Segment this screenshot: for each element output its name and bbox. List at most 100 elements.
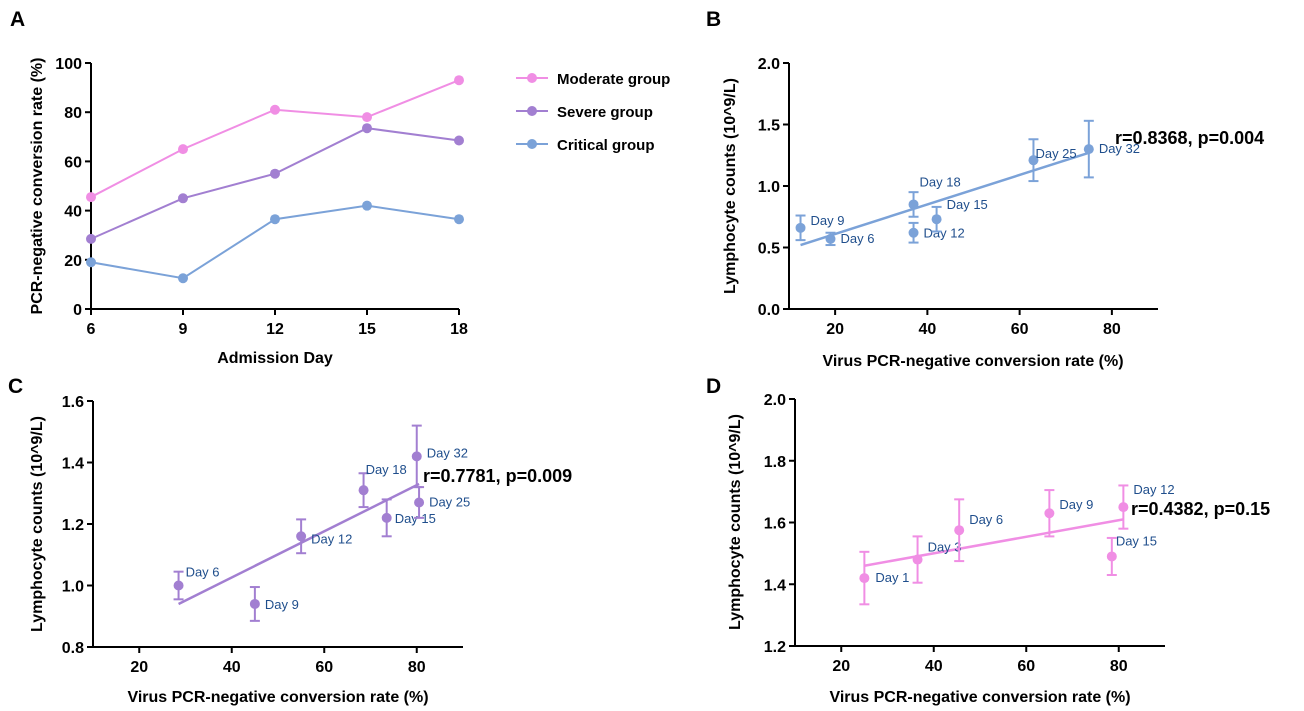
y-tick-label: 40: [64, 204, 82, 221]
point-label: Day 15: [1116, 533, 1157, 548]
data-point: [270, 104, 280, 115]
data-point: [1106, 551, 1117, 562]
x-tick-label: 9: [179, 321, 188, 338]
y-tick-label: 0: [73, 302, 82, 319]
y-tick-label: 1.2: [62, 517, 84, 534]
y-tick-label: 0.5: [758, 241, 780, 258]
data-point: [86, 233, 96, 244]
data-point: [178, 144, 188, 155]
point-label: Day 3: [928, 540, 962, 555]
data-point: [178, 193, 188, 204]
data-point: [296, 531, 307, 542]
y-tick-label: 80: [64, 105, 82, 122]
x-axis-label: Virus PCR-negative conversion rate (%): [127, 689, 428, 706]
x-axis-label: Virus PCR-negative conversion rate (%): [829, 689, 1130, 706]
x-tick-label: 60: [1017, 658, 1035, 675]
regression-line: [864, 518, 1124, 567]
data-point: [249, 598, 260, 609]
y-tick-label: 1.6: [62, 394, 84, 411]
point-label: Day 25: [429, 494, 470, 509]
data-point: [358, 485, 369, 496]
point-label: Day 32: [1099, 141, 1140, 156]
legend-marker: [527, 139, 537, 149]
data-point: [381, 512, 392, 523]
y-tick-label: 60: [64, 154, 82, 171]
data-point: [178, 273, 188, 284]
data-point: [954, 525, 965, 536]
correlation-annotation: r=0.8368, p=0.004: [1115, 128, 1264, 148]
y-tick-label: 1.0: [62, 579, 84, 596]
data-point: [454, 135, 464, 146]
correlation-annotation: r=0.4382, p=0.15: [1131, 499, 1270, 519]
data-point: [1083, 144, 1094, 155]
data-point: [414, 497, 425, 508]
point-label: Day 12: [924, 226, 965, 241]
point-label: Day 25: [1035, 146, 1076, 161]
regression-line: [178, 482, 420, 606]
panel-a-line-chart: 0 20 40 60 80 100 6 9 12 15 18 Admission Day PCR-neg…: [29, 56, 670, 367]
panel-d-scatter-chart: 1.2 1.4 1.6 1.8 2.0 20 40 60 80 Virus PCR-negativ…: [727, 392, 1270, 706]
y-tick-label: 1.6: [764, 516, 786, 533]
data-point: [86, 257, 96, 268]
point-label: Day 18: [366, 462, 407, 477]
data-point: [825, 233, 836, 244]
y-tick-label: 100: [55, 56, 82, 73]
data-point: [86, 192, 96, 203]
x-tick-label: 40: [918, 321, 936, 338]
legend-entry: Moderate group: [557, 71, 670, 88]
point-label: Day 18: [920, 174, 961, 189]
data-point: [454, 214, 464, 225]
point-label: Day 1: [875, 570, 909, 585]
data-point: [912, 554, 923, 565]
x-tick-label: 12: [266, 321, 284, 338]
x-tick-label: 80: [1103, 321, 1121, 338]
point-label: Day 32: [427, 445, 468, 460]
data-point: [173, 580, 184, 591]
point-label: Day 12: [1133, 482, 1174, 497]
x-tick-label: 80: [408, 659, 426, 676]
regression-line: [800, 151, 1090, 247]
point-label: Day 15: [947, 197, 988, 212]
data-point: [1044, 508, 1055, 519]
panel-c-scatter-chart: 0.8 1.0 1.2 1.4 1.6 20 40 60 80 Virus PCR-negativ…: [29, 394, 572, 706]
y-tick-label: 0.8: [62, 640, 84, 657]
x-tick-label: 20: [826, 321, 844, 338]
data-point: [270, 214, 280, 225]
data-point: [859, 573, 870, 584]
data-point: [1118, 502, 1129, 513]
y-tick-label: 20: [64, 253, 82, 270]
y-tick-label: 2.0: [764, 392, 786, 409]
y-tick-label: 0.0: [758, 302, 780, 319]
data-point: [795, 222, 806, 233]
x-tick-label: 20: [832, 658, 850, 675]
y-tick-label: 1.4: [62, 456, 84, 473]
x-axis-label: Admission Day: [217, 350, 333, 367]
y-tick-label: 1.5: [758, 118, 780, 135]
legend-marker: [527, 73, 537, 83]
point-label: Day 9: [265, 597, 299, 612]
x-tick-label: 18: [450, 321, 468, 338]
panel-label-b: B: [706, 8, 721, 31]
y-axis-label: PCR-negative conversion rate (%): [29, 58, 46, 315]
x-tick-label: 20: [130, 659, 148, 676]
panel-b-scatter-chart: 0.0 0.5 1.0 1.5 2.0 20 40 60 80 Virus PCR-negativ…: [722, 56, 1264, 370]
y-axis-label: Lymphocyte counts (10^9/L): [722, 78, 739, 294]
legend-marker: [527, 106, 537, 116]
data-point: [362, 123, 372, 134]
y-tick-label: 2.0: [758, 56, 780, 73]
x-tick-label: 60: [315, 659, 333, 676]
y-tick-label: 1.8: [764, 454, 786, 471]
legend-entry: Severe group: [557, 104, 653, 121]
correlation-annotation: r=0.7781, p=0.009: [423, 466, 572, 486]
panel-label-c: C: [8, 375, 23, 398]
y-tick-label: 1.0: [758, 179, 780, 196]
data-point: [411, 451, 422, 462]
x-tick-label: 15: [358, 321, 376, 338]
data-point: [362, 112, 372, 123]
legend-entry: Critical group: [557, 137, 655, 154]
x-tick-label: 60: [1011, 321, 1029, 338]
panel-label-a: A: [10, 8, 25, 31]
x-axis-label: Virus PCR-negative conversion rate (%): [822, 353, 1123, 370]
data-point: [270, 168, 280, 179]
